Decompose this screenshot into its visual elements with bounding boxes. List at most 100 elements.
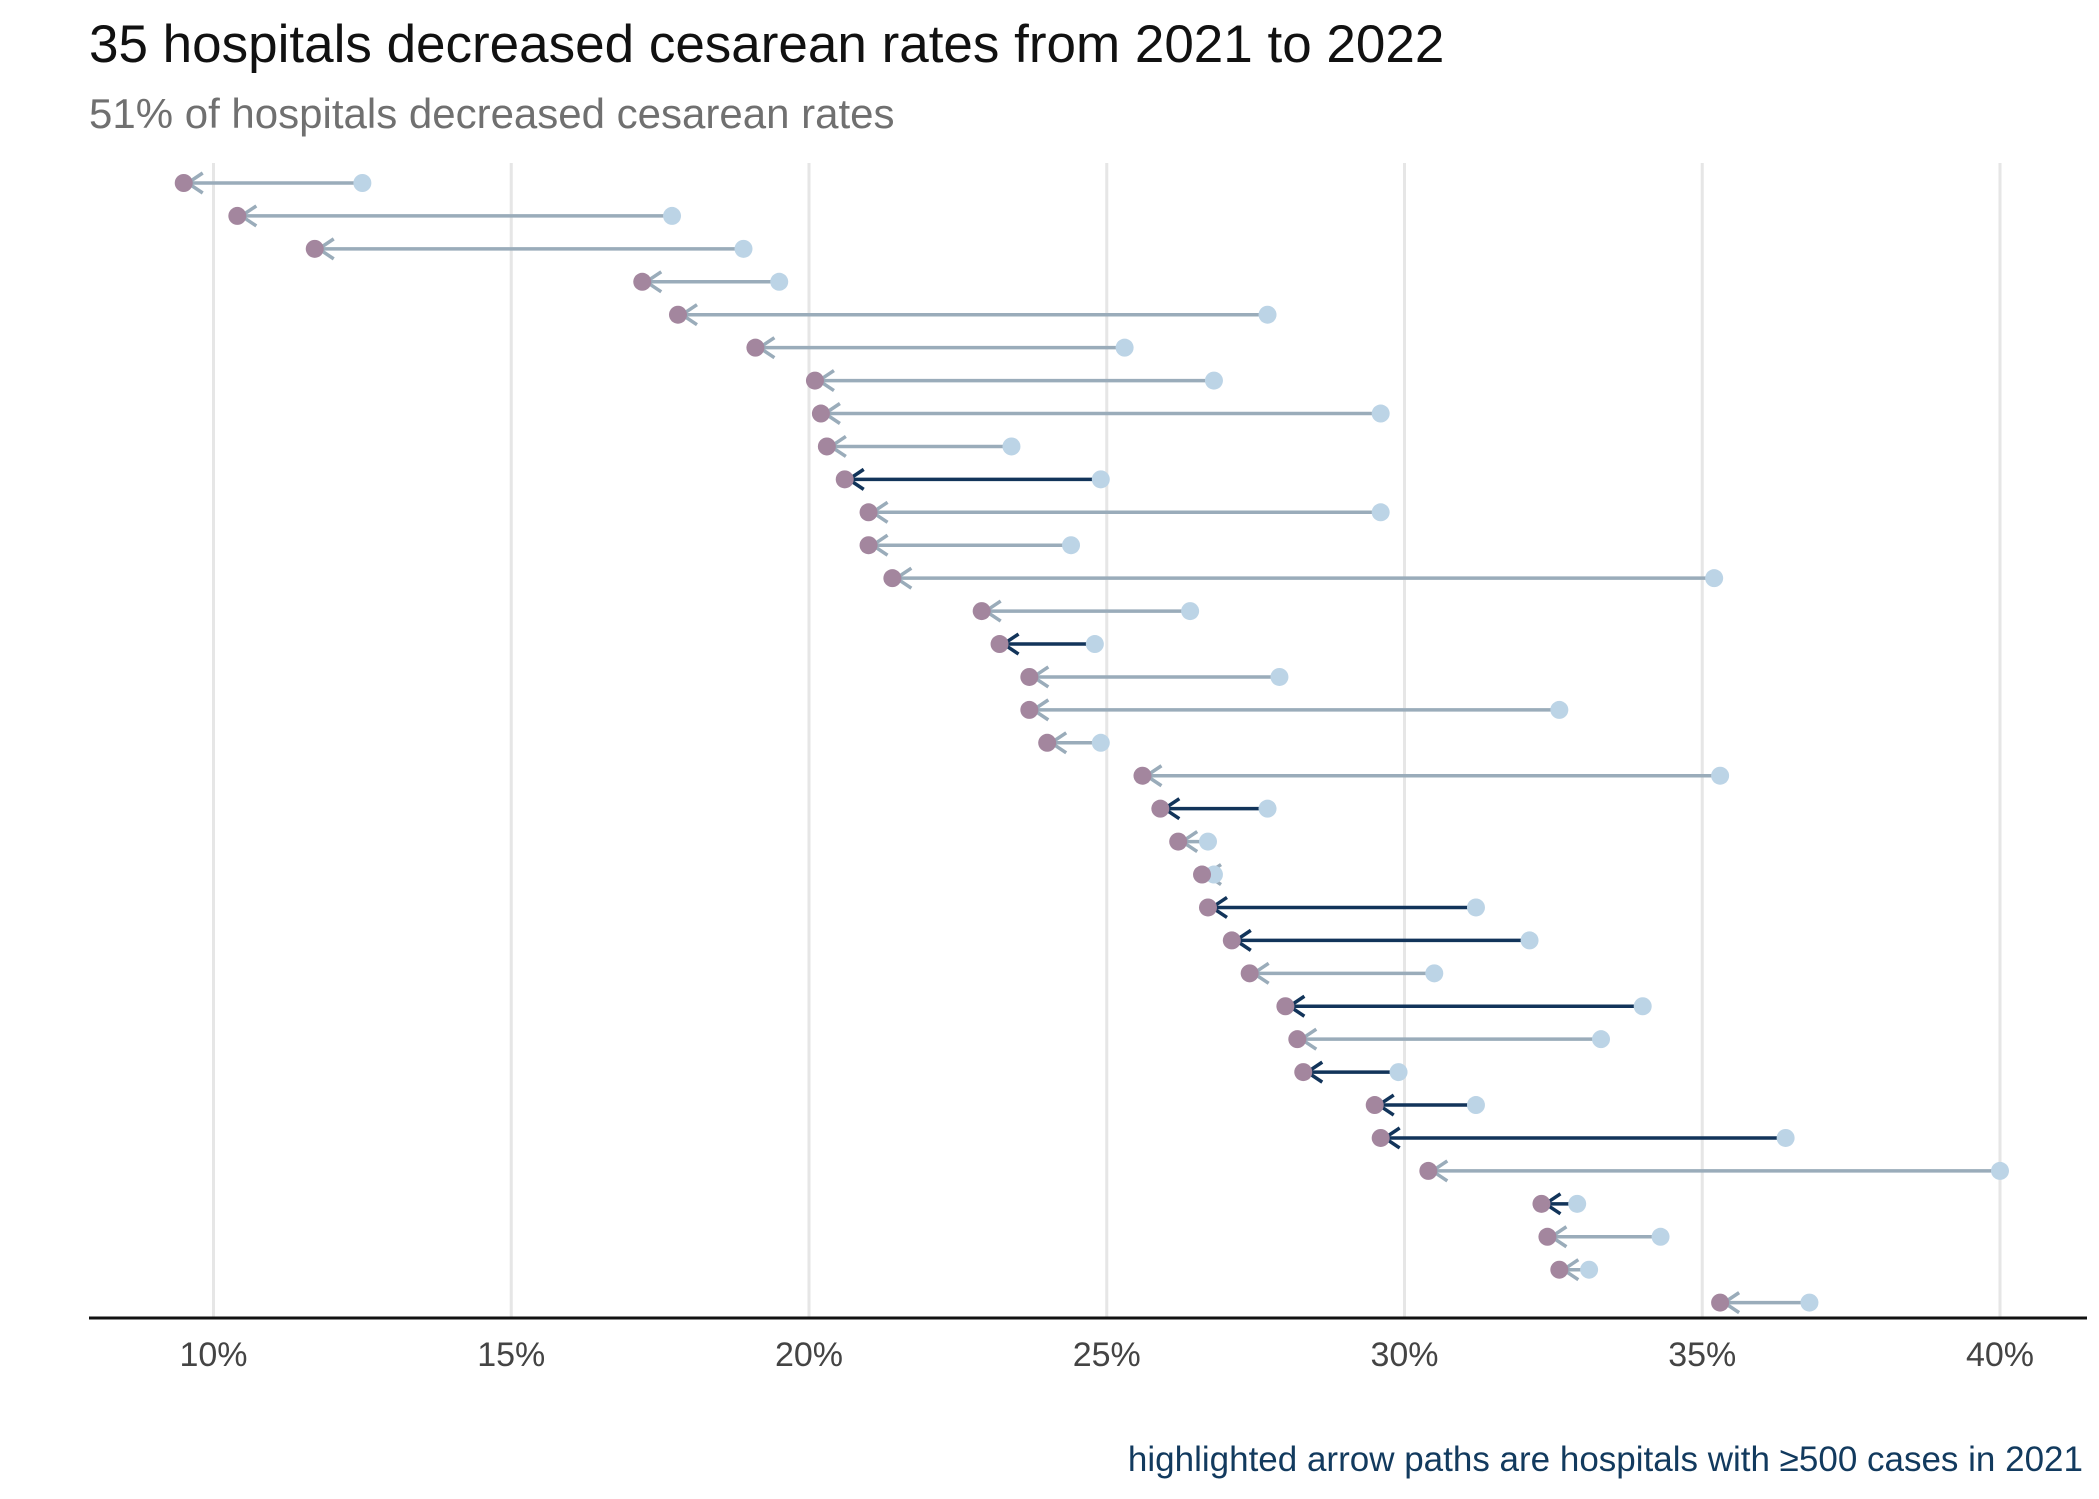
start-2021-point (1091, 733, 1110, 752)
end-2022-point (1288, 1030, 1307, 1049)
hospital-row (1038, 731, 1110, 755)
hospital-row (228, 204, 682, 228)
start-2021-point (1115, 338, 1134, 357)
start-2021-point (1258, 305, 1277, 324)
x-tick-label: 10% (179, 1336, 247, 1374)
hospital-row (859, 500, 1390, 524)
start-2021-point (1550, 700, 1569, 719)
chart-caption: highlighted arrow paths are hospitals wi… (1127, 1440, 2083, 1479)
highlighted-hospital-row (1151, 797, 1277, 821)
hospital-row (668, 303, 1277, 327)
hospital-row (805, 369, 1223, 393)
hospital-row (305, 237, 753, 261)
end-2022-point (1365, 1096, 1384, 1115)
start-2021-point (1371, 503, 1390, 522)
start-2021-point (1258, 799, 1277, 818)
hospital-row (883, 566, 1724, 590)
end-2022-point (1371, 1128, 1390, 1147)
end-2022-point (1419, 1161, 1438, 1180)
start-2021-point (1466, 898, 1485, 917)
highlighted-hospital-row (835, 467, 1110, 491)
hospital-row (1288, 1027, 1611, 1051)
start-2021-point (1371, 404, 1390, 423)
hospital-row (1020, 698, 1569, 722)
highlighted-hospital-row (1222, 928, 1539, 952)
start-2021-point (1800, 1293, 1819, 1312)
hospital-row (811, 402, 1390, 425)
start-2021-point (734, 239, 753, 258)
start-2021-point (1181, 602, 1200, 621)
x-tick-label: 40% (1966, 1336, 2034, 1374)
end-2022-point (1133, 766, 1152, 785)
start-2021-point (353, 174, 372, 192)
start-2021-point (770, 272, 789, 291)
start-2021-point (1466, 1096, 1485, 1115)
start-2021-point (1580, 1260, 1599, 1279)
hospital-row (1711, 1291, 1819, 1315)
start-2021-point (1085, 635, 1104, 654)
highlighted-hospital-row (990, 632, 1104, 656)
chart-title: 35 hospitals decreased cesarean rates fr… (89, 15, 1445, 74)
end-2022-point (1532, 1194, 1551, 1213)
start-2021-point (1776, 1128, 1795, 1147)
end-2022-point (305, 239, 324, 258)
start-2021-point (1091, 470, 1110, 489)
end-2022-point (1038, 733, 1057, 752)
end-2022-point (990, 635, 1009, 654)
start-2021-point (1651, 1227, 1670, 1246)
end-2022-point (817, 437, 836, 456)
end-2022-point (1151, 799, 1170, 818)
end-2022-point (1276, 997, 1295, 1016)
start-2021-point (1062, 536, 1081, 555)
end-2022-point (633, 272, 652, 291)
end-2022-point (1193, 865, 1212, 884)
x-tick-label: 25% (1073, 1336, 1141, 1374)
end-2022-point (1222, 931, 1241, 950)
end-2022-point (811, 404, 830, 423)
end-2022-point (859, 536, 878, 555)
x-tick-label: 35% (1668, 1336, 1736, 1374)
highlighted-hospital-row (1365, 1093, 1485, 1117)
x-tick-label: 20% (775, 1336, 843, 1374)
end-2022-point (1711, 1293, 1730, 1312)
end-2022-point (835, 470, 854, 489)
end-2022-point (228, 206, 247, 225)
chart-subtitle: 51% of hospitals decreased cesarean rate… (89, 90, 895, 137)
end-2022-point (1169, 832, 1188, 851)
hospital-row (633, 270, 789, 294)
start-2021-point (1389, 1063, 1408, 1082)
start-2021-point (1568, 1194, 1587, 1213)
hospital-row (972, 599, 1200, 623)
vertical-gridlines (212, 163, 2002, 1318)
hospital-row (1020, 665, 1289, 689)
start-2021-point (1991, 1161, 2009, 1180)
start-2021-point (1204, 371, 1223, 390)
start-2021-point (1198, 832, 1217, 851)
hospital-row (1193, 863, 1223, 886)
start-2021-point (1520, 931, 1539, 950)
end-2022-point (668, 305, 687, 324)
x-tick-label: 15% (477, 1336, 545, 1374)
end-2022-point (1538, 1227, 1557, 1246)
highlighted-hospital-row (1371, 1126, 1795, 1150)
x-tick-label: 30% (1370, 1336, 1438, 1374)
end-2022-point (174, 174, 193, 192)
highlighted-hospital-row (1294, 1060, 1408, 1084)
start-2021-point (1592, 1030, 1611, 1049)
hospital-row (174, 171, 372, 195)
hospital-row (1419, 1159, 2009, 1183)
end-2022-point (972, 602, 991, 621)
hospital-row (1240, 961, 1444, 985)
highlighted-hospital-row (1198, 896, 1485, 919)
end-2022-point (805, 371, 824, 390)
start-2021-point (1270, 667, 1289, 686)
end-2022-point (859, 503, 878, 522)
end-2022-point (746, 338, 765, 357)
start-2021-point (1425, 964, 1444, 983)
end-2022-point (1550, 1260, 1569, 1279)
end-2022-point (1020, 700, 1039, 719)
hospital-row (746, 336, 1134, 360)
end-2022-point (883, 569, 902, 588)
hospital-row (1133, 764, 1730, 788)
